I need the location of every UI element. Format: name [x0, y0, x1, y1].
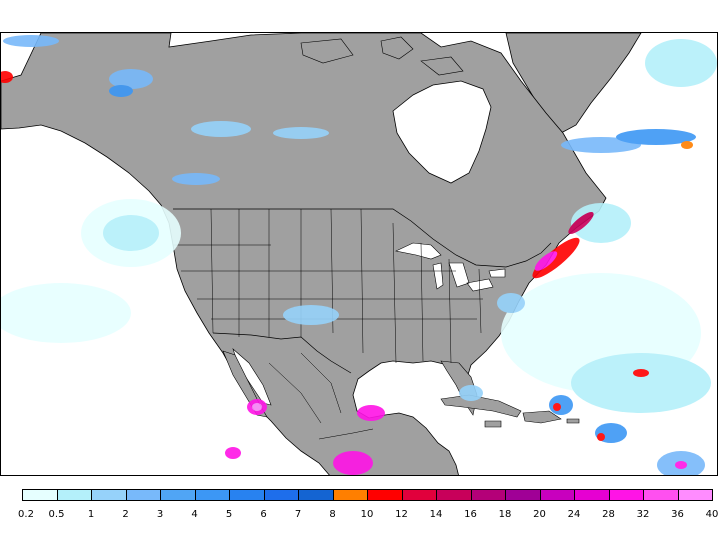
legend-tick-label: 14	[429, 509, 443, 520]
arctic-island-3	[420, 56, 464, 76]
legend-tick-label: 24	[567, 509, 581, 520]
legend-tick-label: 1	[87, 509, 95, 520]
precipitation-map	[0, 32, 718, 476]
legend-tick-label: 2	[122, 509, 129, 520]
legend-swatch	[367, 489, 403, 501]
greenland-landmass	[505, 33, 642, 134]
legend-tick-label: 7	[294, 509, 302, 520]
legend-swatch	[298, 489, 334, 501]
legend-swatch	[470, 489, 506, 501]
mexico-boundaries	[268, 352, 374, 440]
us-canada-border	[173, 208, 552, 268]
precipitation-legend	[22, 489, 713, 503]
cuba-island	[440, 394, 522, 418]
arctic-island-1	[380, 36, 414, 60]
great-lakes	[395, 242, 506, 292]
legend-tick-label: 8	[329, 509, 336, 520]
legend-swatch	[401, 489, 437, 501]
legend-tick-label: 0.2	[18, 509, 34, 520]
jamaica-island	[484, 420, 502, 428]
legend-swatch	[332, 489, 368, 501]
legend-swatch	[22, 489, 58, 501]
legend-swatch	[608, 489, 644, 501]
legend-swatch	[574, 489, 610, 501]
legend-tick-label: 5	[225, 509, 233, 520]
legend-tick-label: 4	[191, 509, 198, 520]
legend-tick-label: 20	[533, 509, 546, 520]
legend-tick-label: 28	[602, 509, 615, 520]
legend-tick-label: 6	[260, 509, 267, 520]
legend-tick-label: 36	[671, 509, 684, 520]
legend-swatch	[539, 489, 575, 501]
legend-tick-label: 40	[705, 509, 719, 520]
legend-tick-label: 32	[636, 509, 650, 520]
puerto-rico-island	[566, 418, 580, 424]
legend-swatch	[194, 489, 230, 501]
hispaniola-island	[522, 410, 562, 424]
legend-tick-label: 0.5	[48, 509, 65, 520]
legend-swatch	[160, 489, 196, 501]
state-boundaries	[173, 208, 483, 364]
legend-swatch	[505, 489, 541, 501]
legend-swatch	[263, 489, 299, 501]
legend-swatch	[677, 489, 713, 501]
legend-tick-label: 3	[156, 509, 164, 520]
legend-tick-label: 12	[395, 509, 408, 520]
precipitation-overlay	[1, 35, 717, 475]
map-canvas	[1, 33, 717, 475]
legend-tick-label: 10	[360, 509, 374, 520]
legend-swatch	[436, 489, 472, 501]
legend-swatch	[125, 489, 161, 501]
legend-tick-label: 16	[464, 509, 477, 520]
legend-swatch	[56, 489, 92, 501]
legend-swatch	[91, 489, 127, 501]
legend-swatch	[229, 489, 265, 501]
hudson-bay	[392, 80, 492, 184]
legend-swatch	[643, 489, 679, 501]
legend-tick-label: 18	[498, 509, 512, 520]
arctic-island-2	[300, 38, 354, 64]
